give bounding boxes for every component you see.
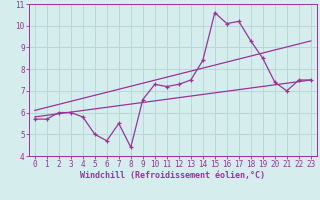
- X-axis label: Windchill (Refroidissement éolien,°C): Windchill (Refroidissement éolien,°C): [80, 171, 265, 180]
